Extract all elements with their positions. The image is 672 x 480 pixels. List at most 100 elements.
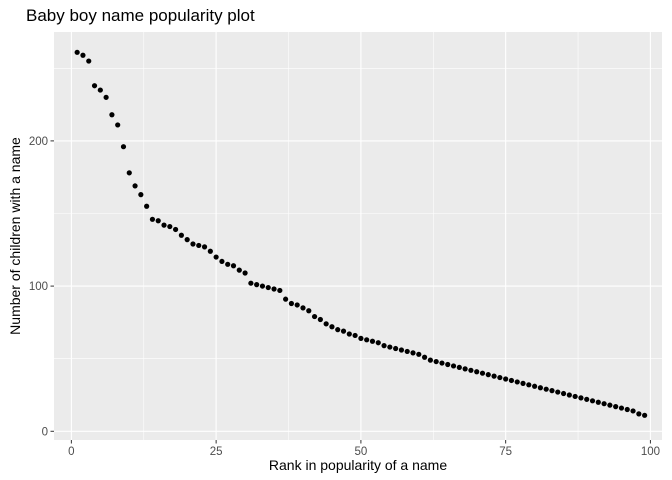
data-point bbox=[115, 122, 121, 128]
data-point bbox=[398, 347, 405, 353]
minor-gridlines bbox=[54, 32, 662, 440]
data-point bbox=[387, 344, 393, 350]
data-point bbox=[589, 398, 596, 404]
data-point bbox=[642, 412, 648, 418]
data-point bbox=[549, 388, 555, 394]
data-point bbox=[201, 244, 208, 250]
major-gridlines bbox=[54, 32, 662, 440]
data-point bbox=[537, 385, 544, 391]
data-point bbox=[265, 284, 271, 291]
data-point bbox=[503, 376, 509, 382]
x-tick-label: 75 bbox=[499, 446, 512, 458]
axis-tick-labels: 0 25 50 75 100 0 100 200 bbox=[29, 136, 660, 458]
data-point bbox=[306, 308, 312, 314]
data-point bbox=[560, 390, 567, 397]
data-point bbox=[80, 52, 86, 58]
data-point bbox=[259, 283, 266, 289]
data-point bbox=[213, 254, 219, 260]
data-point bbox=[364, 337, 370, 343]
data-point bbox=[566, 392, 572, 398]
data-point bbox=[74, 49, 80, 55]
data-point bbox=[277, 287, 283, 294]
data-point bbox=[219, 258, 225, 265]
data-point bbox=[508, 377, 515, 384]
data-point bbox=[421, 354, 428, 360]
x-tick-label: 50 bbox=[354, 446, 367, 458]
data-point bbox=[450, 363, 457, 369]
data-point bbox=[404, 348, 410, 355]
data-point bbox=[340, 328, 347, 334]
data-point bbox=[126, 170, 132, 176]
data-point bbox=[445, 361, 451, 368]
data-point bbox=[618, 405, 625, 411]
data-point bbox=[613, 404, 619, 410]
x-tick-label: 100 bbox=[641, 446, 660, 458]
data-point bbox=[161, 222, 167, 228]
y-tick-label: 0 bbox=[42, 426, 48, 438]
data-point bbox=[601, 401, 607, 407]
data-point bbox=[149, 216, 156, 222]
data-point bbox=[248, 280, 254, 286]
data-point bbox=[491, 373, 497, 379]
data-point bbox=[375, 340, 381, 346]
data-point bbox=[120, 144, 127, 150]
data-point bbox=[636, 411, 642, 417]
data-points bbox=[74, 49, 648, 418]
data-point bbox=[207, 248, 213, 254]
data-point bbox=[381, 343, 387, 349]
data-point bbox=[572, 393, 578, 400]
data-point bbox=[416, 351, 422, 357]
data-point bbox=[242, 270, 248, 276]
data-point bbox=[520, 380, 526, 386]
data-point bbox=[97, 87, 103, 93]
data-point bbox=[485, 372, 491, 378]
data-point bbox=[184, 237, 190, 243]
data-point bbox=[439, 360, 445, 366]
data-point bbox=[555, 389, 561, 395]
data-point bbox=[514, 379, 520, 385]
y-axis-title: Number of children with a name bbox=[7, 137, 23, 335]
data-point bbox=[283, 296, 289, 302]
data-point bbox=[155, 218, 161, 224]
data-point bbox=[271, 286, 277, 292]
x-tick-label: 0 bbox=[68, 446, 74, 458]
data-point bbox=[607, 402, 613, 408]
data-point bbox=[311, 313, 318, 320]
data-point bbox=[497, 374, 503, 381]
data-point bbox=[103, 94, 109, 100]
data-point bbox=[532, 383, 538, 389]
data-point bbox=[624, 406, 630, 413]
data-point bbox=[358, 335, 364, 341]
data-point bbox=[474, 369, 480, 375]
data-point bbox=[543, 386, 549, 392]
data-point bbox=[288, 300, 295, 307]
data-point bbox=[323, 321, 329, 327]
data-point bbox=[578, 395, 584, 401]
data-point bbox=[144, 203, 150, 209]
data-point bbox=[236, 267, 242, 273]
data-point bbox=[225, 261, 231, 267]
data-point bbox=[427, 357, 433, 363]
y-tick-label: 100 bbox=[29, 281, 48, 293]
plot-panel bbox=[54, 32, 662, 440]
data-point bbox=[317, 316, 323, 323]
x-axis-title: Rank in popularity of a name bbox=[269, 457, 447, 473]
data-point bbox=[456, 364, 462, 371]
data-point bbox=[468, 367, 474, 373]
data-point bbox=[196, 242, 202, 249]
data-point bbox=[300, 305, 306, 311]
data-point bbox=[167, 223, 173, 230]
data-point bbox=[109, 112, 115, 118]
x-tick-label: 25 bbox=[210, 446, 223, 458]
data-point bbox=[433, 358, 439, 365]
data-point bbox=[352, 332, 358, 339]
axis-ticks bbox=[50, 140, 651, 444]
y-tick-label: 200 bbox=[29, 136, 48, 148]
data-point bbox=[479, 370, 486, 376]
data-point bbox=[526, 382, 532, 388]
data-point bbox=[254, 282, 260, 288]
data-point bbox=[595, 399, 601, 405]
data-point bbox=[230, 263, 237, 269]
data-point bbox=[630, 408, 636, 414]
